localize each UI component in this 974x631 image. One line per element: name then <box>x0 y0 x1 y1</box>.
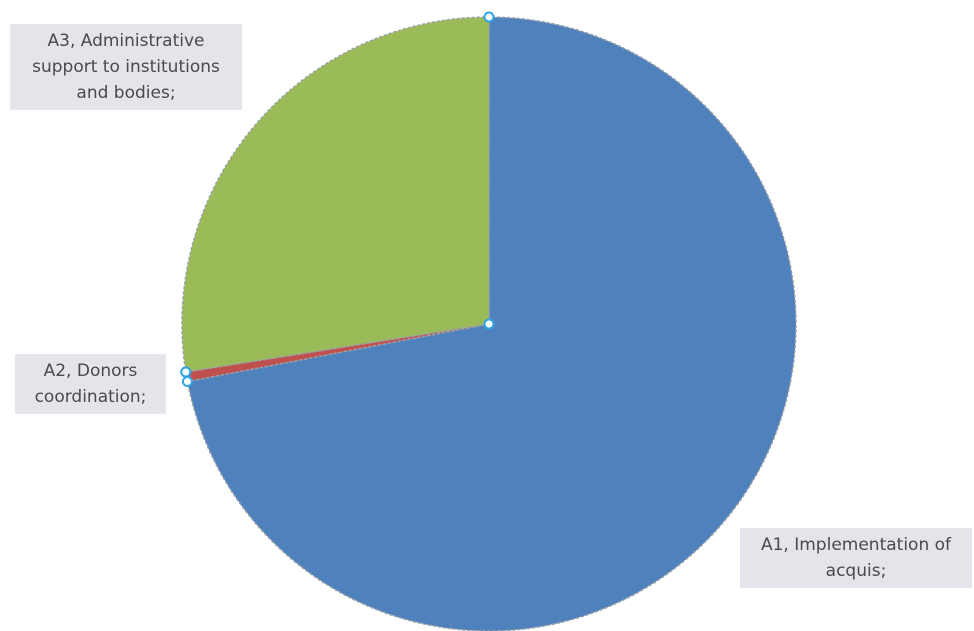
slice-label-a1: A1, Implementation of acquis; <box>740 528 972 588</box>
selection-handle[interactable] <box>483 318 495 330</box>
selection-handle[interactable] <box>181 376 193 388</box>
pie-slice-a3[interactable] <box>181 16 490 373</box>
selection-handles <box>180 11 495 388</box>
slice-label-a3: A3, Administrative support to institutio… <box>10 24 242 110</box>
selection-handle[interactable] <box>180 366 192 378</box>
slice-label-a2: A2, Donors coordination; <box>15 354 166 414</box>
selection-handle[interactable] <box>483 11 495 23</box>
